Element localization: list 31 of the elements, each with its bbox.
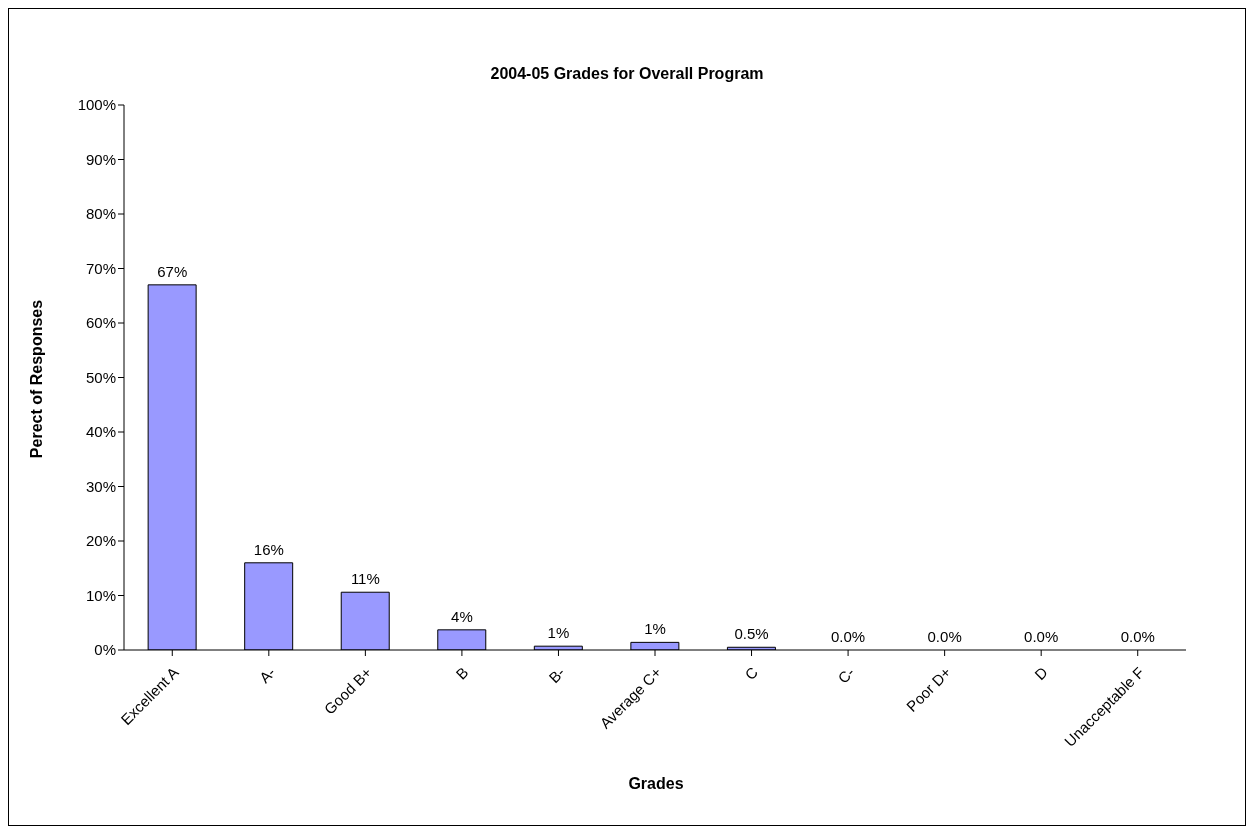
data-label: 0.0% [1024, 628, 1059, 645]
y-tick-label: 80% [85, 205, 116, 223]
data-label: 0.5% [734, 625, 769, 643]
data-label: 67% [157, 262, 188, 280]
y-axis-title: Perect of Responses [28, 299, 46, 459]
y-tick-label: 0% [94, 641, 116, 659]
data-label: 16% [253, 540, 284, 558]
y-tick-label: 40% [85, 423, 116, 441]
y-tick-label: 30% [85, 477, 116, 495]
y-tick-label: 100% [77, 96, 116, 114]
data-label: 0.0% [1120, 628, 1155, 645]
data-label: 0.0% [830, 628, 866, 645]
y-tick-label: 10% [85, 586, 116, 604]
y-tick-label: 60% [85, 314, 116, 332]
y-tick-label: 20% [85, 532, 116, 550]
x-axis-title: Grades [627, 775, 685, 793]
x-tick-label: B [452, 663, 472, 683]
data-label: 1% [547, 624, 570, 642]
x-tick-label: D [1031, 663, 1051, 684]
x-tick-label: C [741, 663, 762, 684]
x-tick-label: C- [834, 663, 858, 687]
y-tick-label: 70% [85, 259, 116, 277]
y-tick-label: 90% [85, 150, 116, 168]
x-tick-label: B- [545, 663, 568, 687]
data-label: 0.0% [927, 628, 962, 645]
y-tick-label: 50% [85, 368, 116, 386]
chart-title: 2004-05 Grades for Overall Program [489, 65, 765, 83]
data-label: 11% [350, 570, 380, 588]
data-label: 1% [644, 620, 666, 638]
data-label: 4% [451, 607, 473, 625]
x-tick-label: A- [255, 663, 279, 687]
